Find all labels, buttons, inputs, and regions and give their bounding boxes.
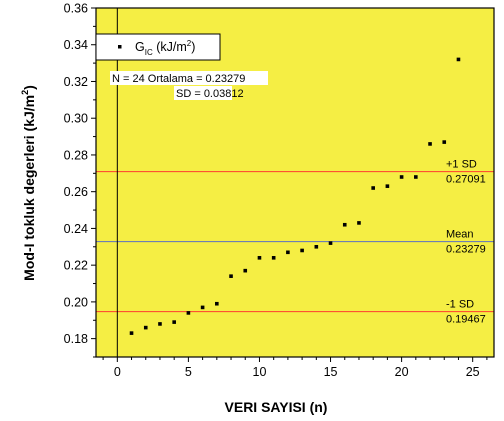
- y-axis-title-close: ): [21, 85, 37, 90]
- y-tick-label: 0.32: [64, 75, 88, 89]
- x-axis-title: VERI SAYISI (n): [225, 399, 328, 415]
- y-axis-title-main: Mod-I tokluk degerleri (kJ/m: [21, 95, 37, 281]
- stats-line-2: SD = 0.03812: [176, 88, 244, 100]
- reference-value: 0.23279: [446, 244, 486, 256]
- data-point: [328, 241, 333, 245]
- stats-line-1: N = 24 Ortalama = 0.23279: [112, 73, 245, 85]
- data-point: [314, 244, 319, 249]
- y-tick-label: 0.20: [64, 295, 88, 309]
- data-point: [428, 142, 432, 146]
- legend-label-sub: IC: [145, 48, 153, 57]
- data-point: [215, 301, 219, 306]
- data-point: [385, 184, 390, 188]
- y-axis-title: Mod-I tokluk degerleri (kJ/m2): [20, 85, 37, 281]
- data-point: [257, 256, 262, 260]
- y-axis-ticks: 0.18 0.20 0.22 0.24 0.26 0.28 0.30 0.32 0.34 0.36: [64, 2, 96, 358]
- y-tick-label: 0.34: [64, 38, 88, 52]
- legend-label-rest: (kJ/m: [153, 40, 187, 54]
- y-tick-label: 0.30: [64, 112, 88, 126]
- x-tick-label: 10: [253, 365, 267, 379]
- y-tick-label: 0.24: [64, 222, 88, 236]
- data-point: [200, 305, 205, 310]
- reference-value: 0.27091: [446, 174, 486, 186]
- data-point: [399, 175, 404, 179]
- reference-label: Mean: [446, 229, 474, 241]
- plot-area: [96, 8, 494, 357]
- data-point: [158, 322, 162, 326]
- data-point: [229, 274, 233, 278]
- y-tick-label: 0.18: [64, 332, 88, 346]
- y-tick-label: 0.36: [64, 2, 88, 16]
- y-tick-label: 0.26: [64, 185, 88, 199]
- data-point: [442, 140, 447, 144]
- data-point: [357, 221, 361, 225]
- y-tick-label: 0.28: [64, 148, 88, 162]
- legend-box: [95, 33, 221, 61]
- legend-label-close: ): [191, 40, 195, 54]
- plot-background: [96, 8, 494, 357]
- stats-bg-2: [174, 86, 232, 100]
- reference-labels: +1 SD 0.27091 Mean 0.23279 -1 SD 0.19467: [446, 159, 486, 326]
- legend-label: GIC (kJ/m2): [135, 39, 195, 57]
- plot-border: [95, 7, 495, 358]
- x-tick-label: 25: [466, 365, 480, 379]
- data-point: [172, 320, 176, 324]
- data-point: [143, 325, 148, 330]
- stats-box: N = 24 Ortalama = 0.23279 SD = 0.03812: [110, 71, 268, 100]
- x-axis-ticks: 0 5 10 15 20 25: [102, 357, 488, 379]
- data-point: [271, 256, 276, 260]
- data-point: [243, 268, 248, 273]
- data-point: [456, 57, 461, 62]
- data-point: [414, 175, 418, 179]
- reference-lines: [96, 171, 494, 313]
- x-tick-label: 20: [395, 365, 409, 379]
- x-tick-label: 0: [114, 365, 121, 379]
- reference-label: -1 SD: [446, 299, 474, 311]
- data-point: [300, 248, 304, 253]
- legend-label-main: G: [135, 40, 145, 54]
- reference-value: 0.19467: [446, 314, 486, 326]
- legend-marker: [118, 45, 122, 49]
- data-point: [342, 222, 347, 227]
- data-point: [129, 331, 134, 335]
- y-axis-title-sup: 2: [20, 90, 30, 95]
- data-point: [371, 186, 375, 190]
- plot-frame: [95, 7, 495, 358]
- x-tick-label: 15: [324, 365, 338, 379]
- y-tick-label: 0.22: [64, 259, 88, 273]
- reference-label: +1 SD: [446, 159, 477, 171]
- stats-bg-1: [110, 71, 268, 85]
- data-points: [129, 57, 461, 335]
- x-tick-label: 5: [185, 365, 192, 379]
- legend: GIC (kJ/m2): [95, 33, 221, 61]
- data-point: [186, 311, 191, 315]
- data-point: [286, 250, 290, 255]
- legend-label-sup: 2: [187, 39, 192, 48]
